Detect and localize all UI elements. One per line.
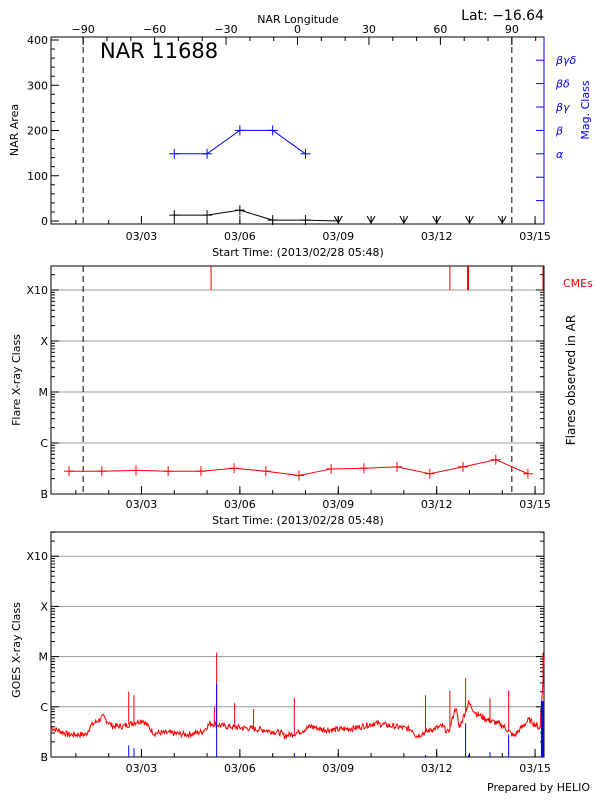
y-tick-label: 200	[27, 125, 48, 138]
y-tick-label: B	[40, 751, 48, 764]
footer-credit: Prepared by HELIO	[487, 781, 590, 794]
x-tick-label: 03/09	[322, 762, 354, 775]
y-tick-label: 300	[27, 79, 48, 92]
x-tick-label: 03/12	[421, 498, 453, 511]
y-tick-label: 100	[27, 170, 48, 183]
y-tick-label: B	[40, 488, 48, 501]
y-tick-label: X10	[26, 284, 48, 297]
top-tick-label: 0	[294, 23, 301, 36]
y-tick-label: C	[40, 701, 48, 714]
x-tick-label: 03/06	[224, 498, 256, 511]
x-tick-label: 03/15	[519, 498, 551, 511]
below-detection-arrow	[497, 215, 507, 225]
goes-xray-panel: GOES X-ray Class Prepared by HELIO B C M X X…	[10, 531, 590, 794]
panel-title: NAR 11688	[100, 39, 218, 63]
below-detection-arrow	[399, 215, 409, 225]
flare-class-panel: Flare X-ray Class Flares observed in AR …	[10, 265, 593, 527]
flare-series-line	[69, 459, 529, 477]
top-tick-label: −60	[143, 23, 166, 36]
y-tick-label: X10	[26, 550, 48, 563]
top-tick-label: −90	[72, 23, 95, 36]
x-tick-label: 03/12	[421, 230, 453, 243]
x-tick-label: 03/06	[224, 230, 256, 243]
lat-label: Lat: −16.64	[461, 8, 544, 24]
y-tick-label: M	[39, 386, 49, 399]
below-detection-arrow	[465, 215, 474, 225]
below-detection-arrow	[366, 215, 376, 225]
plot-frame	[50, 265, 545, 495]
x-tick-label: 03/09	[322, 230, 354, 243]
y-tick-label: X	[40, 335, 48, 348]
x-tick-label: 03/03	[126, 230, 158, 243]
y-axis-label: Flare X-ray Class	[10, 334, 23, 426]
x-tick-label: 03/06	[224, 762, 256, 775]
plot-frame	[50, 36, 545, 225]
top-tick-label: 60	[433, 23, 447, 36]
goes-flux-line	[51, 656, 545, 741]
y2-tick-label: β	[555, 124, 563, 137]
y-tick-label: C	[40, 437, 48, 450]
plot-frame	[50, 531, 545, 758]
x-tick-label: 03/03	[126, 762, 158, 775]
y2-tick-label: βγ	[555, 101, 570, 114]
top-axis-label: NAR Longitude	[257, 13, 339, 26]
nar-area-panel: Lat: −16.64 NAR Longitude NAR 11688 NAR …	[8, 8, 592, 259]
x-tick-label: 03/03	[126, 498, 158, 511]
y2-tick-label: α	[556, 148, 564, 161]
y-tick-label: M	[39, 651, 49, 664]
x-axis-label: Start Time: (2013/02/28 05:48)	[212, 246, 384, 259]
x-tick-label: 03/09	[322, 498, 354, 511]
top-tick-label: −30	[214, 23, 237, 36]
y-axis-label: GOES X-ray Class	[10, 602, 23, 698]
y-tick-label: 0	[41, 215, 48, 228]
x-tick-label: 03/15	[519, 762, 551, 775]
y2-axis-label: Flares observed in AR	[564, 315, 578, 445]
y-tick-label: 400	[27, 34, 48, 47]
x-tick-label: 03/12	[421, 762, 453, 775]
top-tick-label: 90	[505, 23, 519, 36]
y-axis-label: NAR Area	[8, 104, 21, 156]
area-series-line	[174, 209, 339, 222]
y2-tick-label: βδ	[555, 78, 570, 91]
y-tick-label: X	[40, 600, 48, 613]
top-tick-label: 30	[362, 23, 376, 36]
y2-axis-label: Mag. Class	[579, 80, 592, 139]
cme-label: CMEs	[563, 277, 593, 290]
x-axis-label: Start Time: (2013/02/28 05:48)	[212, 514, 384, 527]
below-detection-arrow	[333, 215, 343, 225]
x-tick-label: 03/15	[519, 230, 551, 243]
y2-tick-label: βγδ	[555, 54, 577, 67]
below-detection-arrow	[432, 215, 442, 225]
